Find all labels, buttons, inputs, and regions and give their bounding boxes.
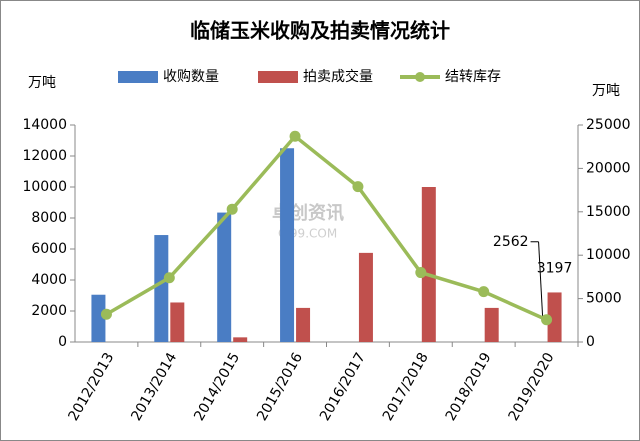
- point: [541, 314, 553, 326]
- y2-tick-label: 5000: [586, 291, 622, 307]
- bar: [358, 252, 373, 342]
- point: [163, 272, 175, 284]
- legend-swatch: [118, 71, 158, 83]
- point: [478, 286, 490, 298]
- y-tick-label: 6000: [31, 241, 67, 257]
- bar: [547, 292, 562, 342]
- data-label: 2562: [493, 234, 529, 250]
- y-tick-label: 14000: [22, 117, 67, 133]
- bar: [233, 337, 248, 342]
- data-label: 3197: [537, 260, 573, 276]
- bar: [421, 187, 436, 342]
- bar: [484, 307, 499, 342]
- bar: [217, 212, 232, 342]
- bar: [91, 294, 106, 342]
- bar: [296, 307, 311, 342]
- legend-label: 收购数量: [163, 69, 219, 85]
- y-axis-label: 万吨: [28, 75, 56, 91]
- y2-tick-label: 0: [586, 334, 595, 350]
- y2-tick-label: 25000: [586, 117, 631, 133]
- y2-tick-label: 20000: [586, 160, 631, 176]
- y-tick-label: 10000: [22, 179, 67, 195]
- bar: [170, 302, 185, 342]
- bar: [154, 235, 169, 342]
- point: [352, 181, 364, 193]
- point: [289, 130, 301, 142]
- y-tick-label: 0: [58, 334, 67, 350]
- y-tick-label: 12000: [22, 148, 67, 164]
- legend-label: 结转库存: [445, 69, 501, 85]
- line: [105, 133, 548, 322]
- y2-axis-label: 万吨: [592, 83, 620, 99]
- legend-swatch: [415, 72, 425, 82]
- point: [226, 203, 238, 215]
- bar: [280, 148, 295, 342]
- leader-line: [538, 241, 544, 316]
- y2-tick-label: 15000: [586, 204, 631, 220]
- y-tick-label: 8000: [31, 210, 67, 226]
- chart-title: 临储玉米收购及拍卖情况统计: [190, 19, 450, 43]
- y-tick-label: 4000: [31, 272, 67, 288]
- y-tick-label: 2000: [31, 303, 67, 319]
- point: [415, 267, 427, 279]
- legend-swatch: [258, 71, 298, 83]
- point: [100, 308, 112, 320]
- y2-tick-label: 10000: [586, 247, 631, 263]
- legend-label: 拍卖成交量: [303, 68, 373, 85]
